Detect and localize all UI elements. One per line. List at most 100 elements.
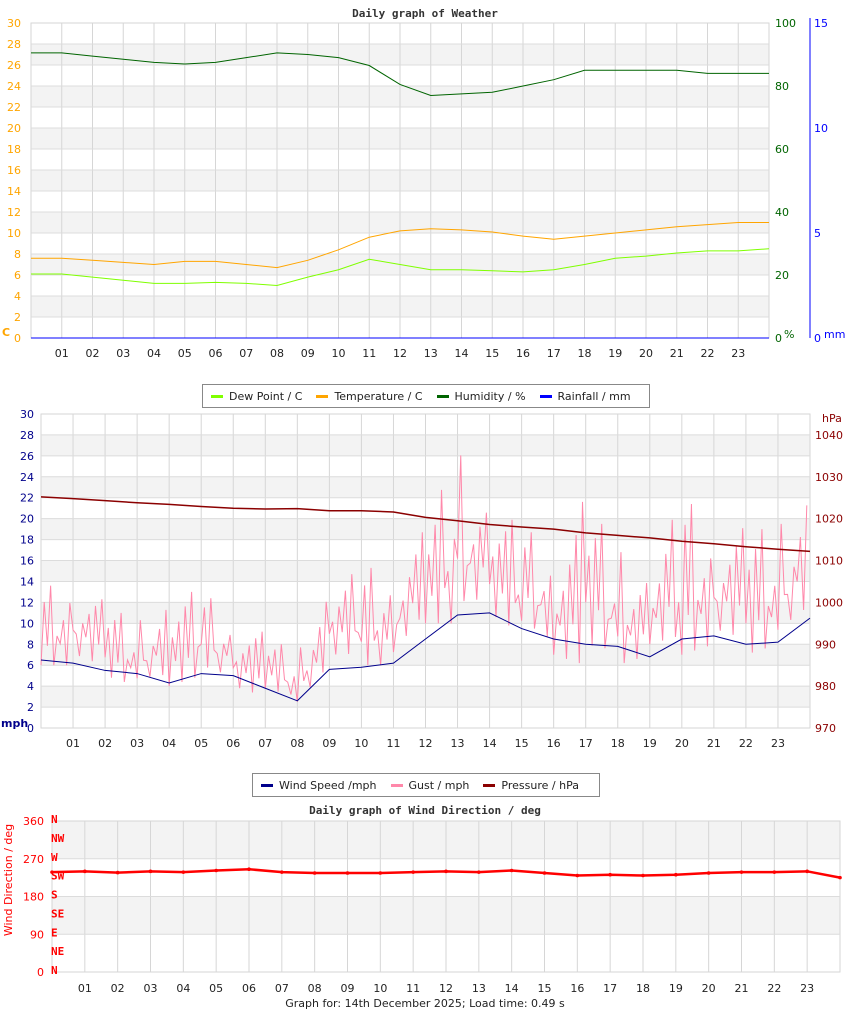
x-tick-label: 01	[55, 347, 69, 360]
y-tick-label-humidity: 40	[775, 206, 789, 219]
data-point	[83, 869, 87, 874]
x-tick-label: 15	[515, 737, 529, 750]
y-tick-label-pressure: 980	[815, 680, 836, 693]
data-point	[477, 870, 481, 874]
x-tick-label: 07	[239, 347, 253, 360]
y-tick-label-rainfall: 15	[814, 17, 828, 30]
wind-direction-chart-title: Daily graph of Wind Direction / deg	[309, 804, 541, 817]
legend-label: Temperature / C	[334, 389, 423, 403]
series-line-pressure	[40, 496, 811, 553]
y-tick-label-left: 2	[27, 701, 34, 714]
x-tick-label: 21	[670, 347, 684, 360]
x-tick-label: 22	[739, 737, 753, 750]
y-tick-label-left: 10	[7, 227, 21, 240]
data-point	[509, 868, 514, 873]
data-point	[345, 871, 350, 875]
data-point	[542, 871, 547, 875]
x-tick-label: 05	[194, 737, 208, 750]
legend-humidity: Humidity / %	[436, 389, 526, 403]
y-tick-label-rainfall: 10	[814, 122, 828, 135]
y-tick-label-left: 4	[14, 290, 21, 303]
x-tick-label: 19	[669, 982, 683, 995]
y-tick-label-degrees: 90	[30, 928, 44, 941]
y-tick-label-left: 8	[27, 638, 34, 651]
x-tick-label: 10	[354, 737, 368, 750]
weather-chart: 01 02 03 04 05 06 07 08 09 10 11 12 13 14 15 16 17 18 19 20…	[2, 17, 845, 360]
x-tick-label: 04	[147, 347, 161, 360]
x-tick-label: 10	[373, 982, 387, 995]
compass-label: SE	[51, 907, 64, 920]
y-tick-label-degrees: 180	[23, 891, 44, 904]
legend-label: Humidity / %	[454, 389, 526, 403]
y-tick-label-pressure: 990	[815, 638, 836, 651]
data-point	[378, 871, 383, 875]
x-tick-label: 02	[86, 347, 100, 360]
data-point	[115, 870, 120, 875]
x-tick-label: 06	[209, 347, 223, 360]
x-tick-label: 05	[178, 347, 192, 360]
y-tick-label-left: 20	[20, 513, 34, 526]
y-tick-label-pressure: 1040	[815, 429, 843, 442]
compass-label: NE	[51, 945, 64, 958]
x-tick-label: 13	[472, 982, 486, 995]
y-tick-label-humidity: 100	[775, 17, 796, 30]
x-tick-label: 17	[579, 737, 593, 750]
legend-dew-point: Dew Point / C	[211, 390, 302, 403]
compass-label: E	[51, 926, 58, 939]
y-tick-label-pressure: 1010	[815, 555, 843, 568]
x-tick-label: 07	[275, 982, 289, 995]
y-tick-label-humidity: 60	[775, 143, 789, 156]
x-tick-label: 12	[419, 737, 433, 750]
gust-swatch	[390, 783, 403, 787]
y-tick-label-left: 20	[7, 122, 21, 135]
x-tick-label: 21	[707, 737, 721, 750]
x-tick-label: 22	[767, 982, 781, 995]
y-tick-label-left: 30	[7, 17, 21, 30]
y-tick-label-left: 10	[20, 617, 34, 630]
x-tick-label: 08	[308, 982, 322, 995]
y-tick-label-left: 6	[14, 269, 21, 282]
x-tick-label: 13	[424, 347, 438, 360]
x-tick-label: 01	[78, 982, 92, 995]
x-tick-label: 19	[643, 737, 657, 750]
x-tick-label: 02	[98, 737, 112, 750]
compass-label: S	[51, 889, 58, 902]
series-line-dew-point	[31, 248, 770, 287]
data-point	[411, 870, 415, 874]
x-tick-label: 14	[505, 982, 519, 995]
data-point	[706, 871, 711, 875]
x-tick-label: 14	[483, 737, 497, 750]
y-tick-label-humidity: 80	[775, 80, 789, 93]
y-tick-label-left: 26	[7, 59, 21, 72]
weather-chart-title: Daily graph of Weather	[352, 7, 498, 20]
temperature-swatch	[316, 394, 329, 398]
y-axis-unit-left: C	[2, 326, 10, 339]
y-tick-label-left: 14	[20, 575, 34, 588]
data-point	[444, 869, 448, 874]
series-line-humidity	[31, 52, 769, 96]
wind-speed-swatch	[261, 783, 273, 787]
y-tick-label-left: 4	[27, 680, 34, 693]
y-tick-label-left: 22	[20, 492, 34, 505]
y-axis-unit-left: mph	[1, 717, 28, 730]
x-tick-label: 03	[130, 737, 144, 750]
x-tick-label: 16	[547, 737, 561, 750]
x-tick-label: 20	[639, 347, 653, 360]
y-tick-label-left: 30	[20, 408, 34, 421]
dew-point-swatch	[211, 394, 223, 398]
x-tick-label: 12	[393, 347, 407, 360]
x-tick-label: 15	[485, 347, 499, 360]
x-tick-label: 09	[301, 347, 315, 360]
x-tick-label: 21	[735, 982, 749, 995]
x-tick-label: 20	[675, 737, 689, 750]
data-point	[674, 872, 678, 877]
compass-label: N	[51, 964, 58, 977]
wind-legend: Wind Speed /mph Gust / mph Pressure / hP…	[252, 773, 600, 797]
x-tick-label: 05	[209, 982, 223, 995]
y-tick-label-degrees: 270	[23, 853, 44, 866]
x-tick-label: 14	[455, 347, 469, 360]
data-point	[181, 870, 186, 874]
x-tick-label: 11	[362, 347, 376, 360]
compass-label: N	[51, 813, 58, 826]
x-tick-label: 11	[386, 737, 400, 750]
